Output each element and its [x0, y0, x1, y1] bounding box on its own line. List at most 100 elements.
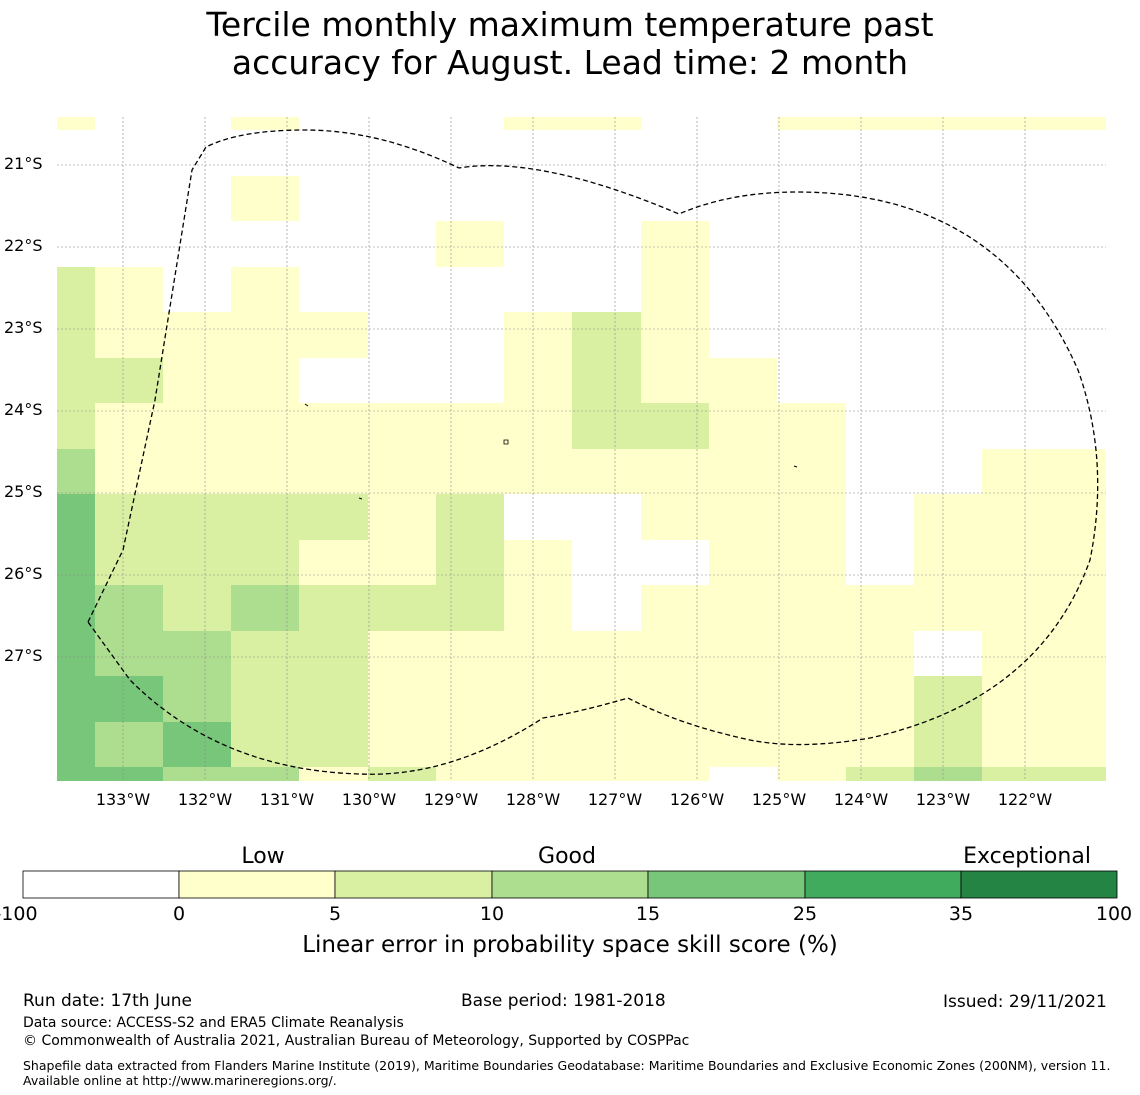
grid-cell — [641, 631, 709, 676]
grid-cell — [572, 117, 641, 130]
grid-cell — [95, 403, 163, 449]
grid-cell — [504, 176, 572, 221]
grid-cell — [436, 358, 504, 403]
grid-cell — [504, 403, 572, 449]
colorbar-swatch — [804, 870, 962, 899]
copyright: © Commonwealth of Australia 2021, Austra… — [23, 1033, 690, 1049]
grid-cell — [163, 267, 231, 312]
grid-cell — [436, 722, 504, 767]
grid-cell — [1050, 117, 1106, 130]
grid-cell — [572, 358, 641, 403]
longitude-label: 133°W — [95, 790, 151, 809]
grid-cell — [982, 676, 1050, 722]
island-mark — [793, 465, 798, 468]
grid-cell — [846, 494, 914, 540]
grid-cell — [777, 676, 846, 722]
grid-cell — [914, 767, 982, 781]
longitude-label: 126°W — [669, 790, 725, 809]
grid-cell — [709, 494, 777, 540]
grid-cell — [368, 449, 436, 494]
grid-cell — [436, 585, 504, 631]
grid-cell — [95, 585, 163, 631]
grid-cell — [572, 130, 641, 176]
issued-date: Issued: 29/11/2021 — [943, 992, 1107, 1012]
shapefile-credit: Shapefile data extracted from Flanders M… — [23, 1058, 1111, 1088]
grid-cell — [504, 312, 572, 358]
grid-cell — [641, 494, 709, 540]
grid-cell — [57, 403, 95, 449]
grid-cell — [982, 117, 1050, 130]
grid-cell — [299, 176, 368, 221]
latitude-label: 26°S — [4, 564, 43, 583]
title-line-2: accuracy for August. Lead time: 2 month — [231, 43, 909, 82]
grid-cell — [57, 494, 95, 540]
grid-cell — [982, 176, 1050, 221]
grid-cell — [846, 130, 914, 176]
grid-cell — [368, 267, 436, 312]
grid-cell — [368, 312, 436, 358]
grid-cell — [299, 494, 368, 540]
grid-cell — [641, 267, 709, 312]
grid-cell — [914, 494, 982, 540]
grid-cell — [914, 676, 982, 722]
grid-cell — [163, 767, 231, 781]
grid-cell — [572, 176, 641, 221]
data-source: Data source: ACCESS-S2 and ERA5 Climate … — [23, 1015, 404, 1031]
grid-cell — [846, 767, 914, 781]
grid-cell — [57, 631, 95, 676]
grid-cell — [368, 403, 436, 449]
longitude-label: 122°W — [997, 790, 1053, 809]
grid-cell — [641, 722, 709, 767]
longitude-label: 128°W — [505, 790, 561, 809]
grid-cell — [846, 358, 914, 403]
grid-cell — [57, 449, 95, 494]
grid-cell — [299, 117, 368, 130]
grid-cell — [572, 403, 641, 449]
grid-cell — [709, 540, 777, 585]
grid-cell — [641, 585, 709, 631]
grid-cell — [846, 722, 914, 767]
grid-cell — [709, 767, 777, 781]
grid-cell — [982, 267, 1050, 312]
grid-cell — [982, 722, 1050, 767]
grid-cell — [777, 631, 846, 676]
grid-cell — [231, 130, 299, 176]
grid-cell — [368, 494, 436, 540]
grid-cell — [846, 449, 914, 494]
grid-cell — [914, 631, 982, 676]
latitude-label: 22°S — [4, 236, 43, 255]
longitude-label: 130°W — [341, 790, 397, 809]
grid-cell — [163, 130, 231, 176]
grid-cell — [1050, 676, 1106, 722]
grid-cell — [1050, 585, 1106, 631]
grid-cell — [368, 176, 436, 221]
grid-cell — [436, 449, 504, 494]
grid-cell — [846, 267, 914, 312]
grid-cell — [436, 221, 504, 267]
grid-cell — [95, 117, 163, 130]
colorbar-tick-label: 5 — [328, 903, 342, 925]
map-title: Tercile monthly maximum temperature past… — [0, 6, 1140, 82]
grid-cell — [777, 722, 846, 767]
grid-cell — [163, 585, 231, 631]
grid-cell — [299, 449, 368, 494]
grid-cell — [299, 130, 368, 176]
grid-cell — [95, 176, 163, 221]
grid-cell — [436, 176, 504, 221]
latitude-label: 24°S — [4, 400, 43, 419]
grid-cell — [914, 585, 982, 631]
grid-cell — [914, 221, 982, 267]
colorbar-tick-label: 25 — [792, 903, 818, 925]
grid-cell — [436, 312, 504, 358]
grid-cell — [572, 585, 641, 631]
grid-cell — [709, 221, 777, 267]
longitude-label: 132°W — [177, 790, 233, 809]
grid-cell — [299, 358, 368, 403]
grid-cell — [572, 494, 641, 540]
grid-cell — [163, 221, 231, 267]
grid-cell — [504, 722, 572, 767]
colorbar-tick-label: 100 — [1095, 903, 1133, 925]
grid-cell — [914, 540, 982, 585]
grid-cell — [777, 540, 846, 585]
